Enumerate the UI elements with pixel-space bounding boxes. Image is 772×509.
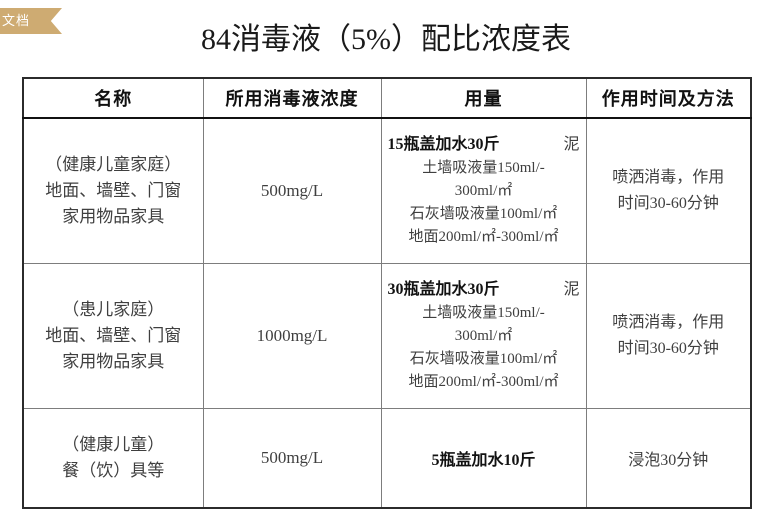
table-header: 名称 所用消毒液浓度 用量 作用时间及方法 bbox=[23, 78, 751, 119]
cell-concentration: 1000mg/L bbox=[202, 262, 382, 409]
cell-dosage: 15瓶盖加水30斤 泥 土墙吸液量150ml/- 300ml/㎡ 石灰墙吸液量1… bbox=[380, 117, 587, 264]
dosage-hanging-char: 泥 bbox=[563, 280, 580, 298]
name-line: 家用物品家具 bbox=[62, 206, 165, 226]
cell-dosage: 30瓶盖加水30斤 泥 土墙吸液量150ml/- 300ml/㎡ 石灰墙吸液量1… bbox=[380, 262, 587, 409]
cell-method: 浸泡30分钟 bbox=[585, 407, 751, 508]
cell-name: （患儿家庭） 地面、墙壁、门窗 家用物品家具 bbox=[23, 262, 204, 409]
cell-concentration: 500mg/L bbox=[202, 407, 382, 508]
dosage-formula: 5瓶盖加水10斤 bbox=[431, 451, 536, 469]
table-row: （患儿家庭） 地面、墙壁、门窗 家用物品家具 1000mg/L 30瓶盖加水30… bbox=[23, 262, 751, 409]
concentration-table: 名称 所用消毒液浓度 用量 作用时间及方法 （健康儿童家庭） 地面、墙壁、门窗 … bbox=[22, 77, 752, 509]
name-line: 餐（饮）具等 bbox=[62, 460, 165, 480]
method-line: 时间30-60分钟 bbox=[617, 339, 719, 357]
table-row: （健康儿童） 餐（饮）具等 500mg/L 5瓶盖加水10斤 浸泡30分钟 bbox=[23, 407, 751, 508]
method-line: 喷洒消毒，作用 bbox=[612, 168, 725, 186]
dosage-detail-line: 土墙吸液量150ml/- bbox=[422, 159, 545, 176]
name-line: 家用物品家具 bbox=[62, 351, 165, 371]
dosage-formula: 30瓶盖加水30斤 bbox=[387, 280, 500, 298]
name-line: （健康儿童） bbox=[62, 434, 165, 454]
dosage-detail-line: 300ml/㎡ bbox=[454, 182, 513, 199]
table-row: （健康儿童家庭） 地面、墙壁、门窗 家用物品家具 500mg/L 15瓶盖加水3… bbox=[23, 117, 751, 264]
name-line: 地面、墙壁、门窗 bbox=[45, 180, 182, 200]
dosage-detail-line: 石灰墙吸液量100ml/㎡ bbox=[409, 350, 558, 367]
dosage-detail-line: 地面200ml/㎡-300ml/㎡ bbox=[408, 228, 559, 245]
method-line: 时间30-60分钟 bbox=[617, 194, 719, 212]
method-line: 喷洒消毒，作用 bbox=[612, 313, 725, 331]
table-header-row: 名称 所用消毒液浓度 用量 作用时间及方法 bbox=[23, 78, 751, 119]
dosage-headline: 30瓶盖加水30斤 泥 bbox=[386, 278, 582, 302]
dosage-detail-line: 土墙吸液量150ml/- bbox=[422, 304, 545, 321]
dosage-detail-line: 石灰墙吸液量100ml/㎡ bbox=[409, 205, 558, 222]
column-header-concentration: 所用消毒液浓度 bbox=[202, 78, 382, 119]
dosage-detail-line: 300ml/㎡ bbox=[454, 327, 513, 344]
column-header-method: 作用时间及方法 bbox=[585, 78, 751, 119]
column-header-name: 名称 bbox=[23, 78, 204, 119]
dosage-headline: 15瓶盖加水30斤 泥 bbox=[386, 133, 582, 157]
cell-method: 喷洒消毒，作用 时间30-60分钟 bbox=[585, 262, 751, 409]
cell-concentration: 500mg/L bbox=[202, 117, 382, 264]
cell-dosage: 5瓶盖加水10斤 bbox=[380, 407, 587, 508]
cell-name: （健康儿童家庭） 地面、墙壁、门窗 家用物品家具 bbox=[23, 117, 204, 264]
name-line: （患儿家庭） bbox=[62, 299, 165, 319]
name-line: 地面、墙壁、门窗 bbox=[45, 325, 182, 345]
table-body: （健康儿童家庭） 地面、墙壁、门窗 家用物品家具 500mg/L 15瓶盖加水3… bbox=[23, 117, 751, 508]
page-title: 84消毒液（5%）配比浓度表 bbox=[201, 23, 571, 56]
cell-method: 喷洒消毒，作用 时间30-60分钟 bbox=[585, 117, 751, 264]
dosage-formula: 15瓶盖加水30斤 bbox=[387, 135, 500, 153]
cell-name: （健康儿童） 餐（饮）具等 bbox=[23, 407, 204, 508]
dosage-detail-line: 地面200ml/㎡-300ml/㎡ bbox=[408, 373, 559, 390]
column-header-dosage: 用量 bbox=[380, 78, 587, 119]
name-line: （健康儿童家庭） bbox=[45, 154, 182, 174]
dosage-hanging-char: 泥 bbox=[563, 135, 580, 153]
concentration-table-container: 名称 所用消毒液浓度 用量 作用时间及方法 （健康儿童家庭） 地面、墙壁、门窗 … bbox=[22, 77, 752, 509]
ribbon-label: 文档 bbox=[2, 13, 31, 28]
